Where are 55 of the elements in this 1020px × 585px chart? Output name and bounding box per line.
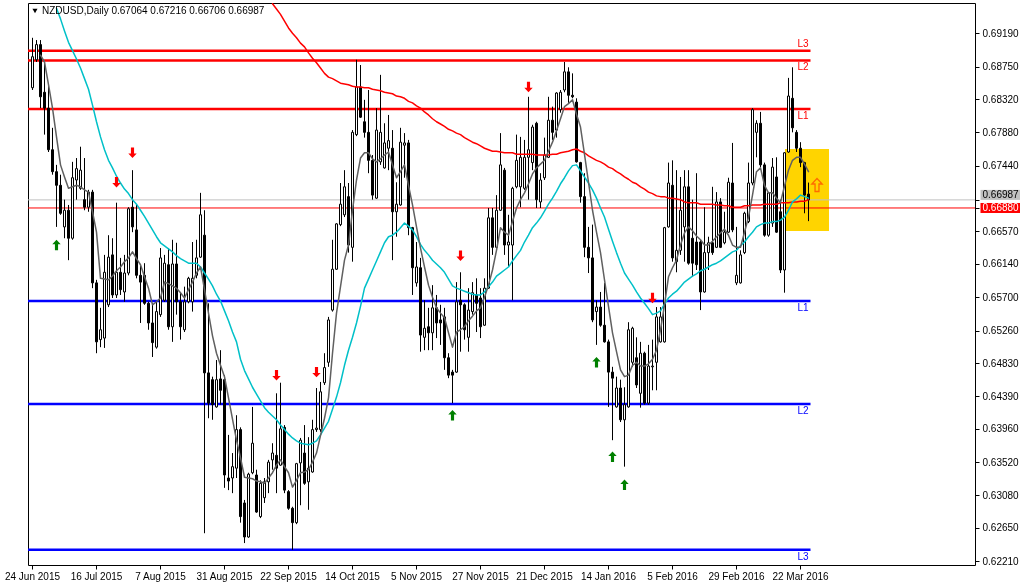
candlestick (467, 287, 470, 353)
candlestick (391, 129, 394, 261)
y-tick-label: 0.67880 (982, 126, 1020, 138)
y-tick-label: 0.62210 (982, 555, 1020, 567)
candlestick (103, 254, 106, 349)
y-tick-label: 0.66570 (982, 225, 1020, 237)
y-tick-label: 0.65700 (982, 291, 1020, 303)
x-tick-label: 5 Nov 2015 (390, 570, 443, 582)
x-tick-label: 22 Mar 2016 (772, 570, 830, 582)
x-tick-label: 31 Aug 2015 (196, 570, 254, 582)
candlestick (503, 167, 506, 256)
x-tick-label: 14 Oct 2015 (325, 570, 381, 582)
y-tick-label: 0.63520 (982, 456, 1020, 468)
candlestick (319, 381, 322, 433)
y-tick-label: 0.68750 (982, 61, 1020, 73)
y-tick-label: 0.62650 (982, 522, 1020, 534)
x-tick-label: 29 Feb 2016 (708, 570, 766, 582)
x-tick-label: 21 Dec 2015 (516, 570, 574, 582)
candlestick (203, 209, 206, 534)
candlestick (431, 284, 434, 351)
ref-line-label: L1 (797, 302, 809, 314)
y-tick-label: 0.65260 (982, 325, 1020, 337)
y-tick-label: 0.63080 (982, 489, 1020, 501)
candlestick (31, 37, 34, 91)
x-tick-label: 24 Jun 2015 (4, 570, 61, 582)
x-tick-label: 27 Nov 2015 (452, 570, 510, 582)
candlestick (519, 136, 522, 208)
candlestick (323, 352, 326, 386)
point (456, 250, 465, 261)
x-tick-label: 7 Aug 2015 (135, 570, 187, 582)
y-tick-label: 0.69190 (982, 27, 1020, 39)
ref-line-label: L3 (797, 550, 809, 562)
ref-line-label: L2 (797, 404, 809, 416)
y-tick-label: 0.64390 (982, 390, 1020, 402)
candlestick (271, 442, 274, 471)
candlestick (527, 96, 530, 201)
candlestick (683, 169, 686, 263)
candlestick (419, 257, 422, 353)
ref-line-label: L2 (797, 61, 809, 73)
y-tick-label: 0.66140 (982, 258, 1020, 270)
candlestick (711, 186, 714, 256)
point (592, 357, 601, 368)
x-tick-label: 16 Jul 2015 (70, 570, 123, 582)
candlestick (639, 341, 642, 409)
x-tick-label: 5 Feb 2016 (647, 570, 699, 582)
y-tick-label: 0.63960 (982, 423, 1020, 435)
y-tick-label: 0.64830 (982, 357, 1020, 369)
y-tick-label: 0.67440 (982, 160, 1020, 172)
ref-line-label: L3 (797, 37, 809, 49)
y-tick-label: 0.68320 (982, 93, 1020, 105)
candlestick (171, 239, 174, 343)
ref-line-label: L1 (797, 109, 809, 121)
x-tick-label: 22 Sep 2015 (260, 570, 318, 582)
x-tick-label: 14 Jan 2016 (580, 570, 637, 582)
candlestick (427, 307, 430, 351)
